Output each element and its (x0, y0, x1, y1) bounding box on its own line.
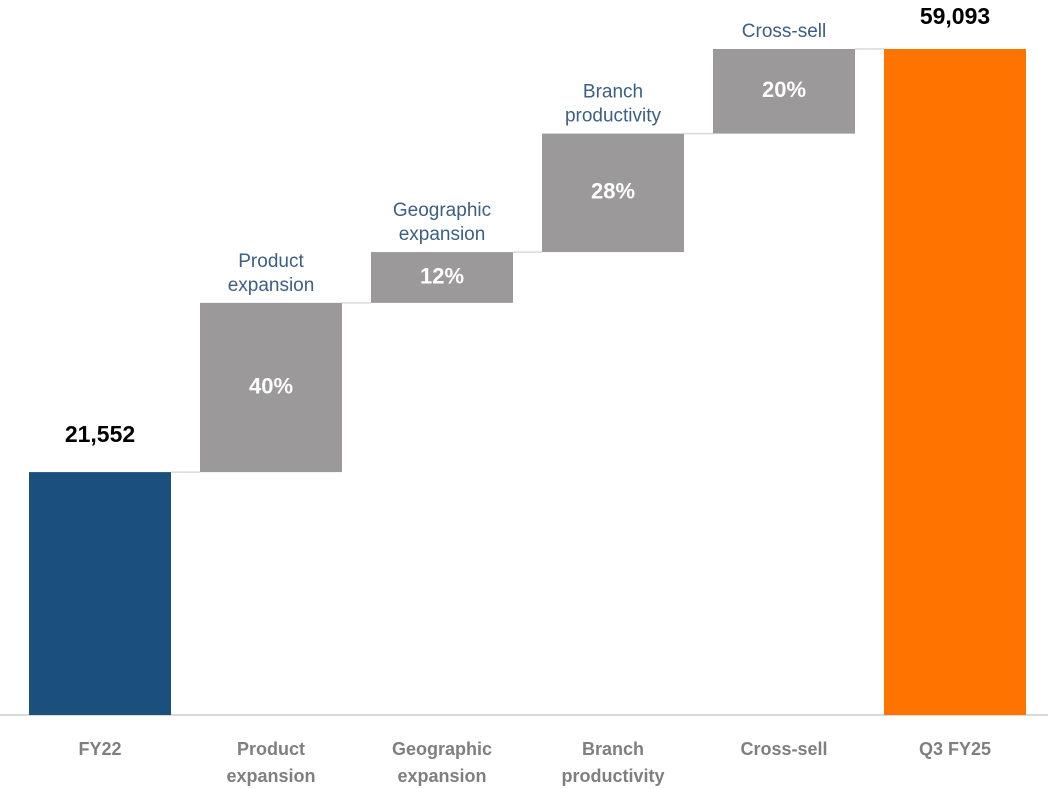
step-bar (371, 252, 513, 303)
step-bar (713, 49, 855, 134)
end-bar (884, 49, 1026, 715)
step-bar (200, 302, 342, 473)
step-value-label: 12% (420, 263, 464, 288)
x-tick-label: Q3 FY25 (919, 739, 991, 759)
end-label: 59,093 (920, 3, 990, 29)
start-bar (29, 472, 171, 715)
x-tick-label: Cross-sell (740, 739, 827, 759)
step-value-label: 20% (762, 77, 806, 102)
step-bar (542, 133, 684, 253)
x-tick-label: Product expansion (226, 739, 315, 786)
step-annotation: Product expansion (228, 251, 315, 296)
step-annotation: Branch productivity (565, 82, 662, 127)
start-label: 21,552 (65, 421, 135, 447)
x-tick-label: FY22 (78, 739, 121, 759)
x-tick-label: Geographic expansion (392, 739, 492, 786)
step-value-label: 28% (591, 179, 635, 204)
x-tick-label: Branch productivity (561, 739, 664, 786)
step-value-label: 40% (249, 373, 293, 398)
step-annotation: Geographic expansion (393, 200, 491, 245)
step-annotation: Cross-sell (742, 21, 826, 42)
